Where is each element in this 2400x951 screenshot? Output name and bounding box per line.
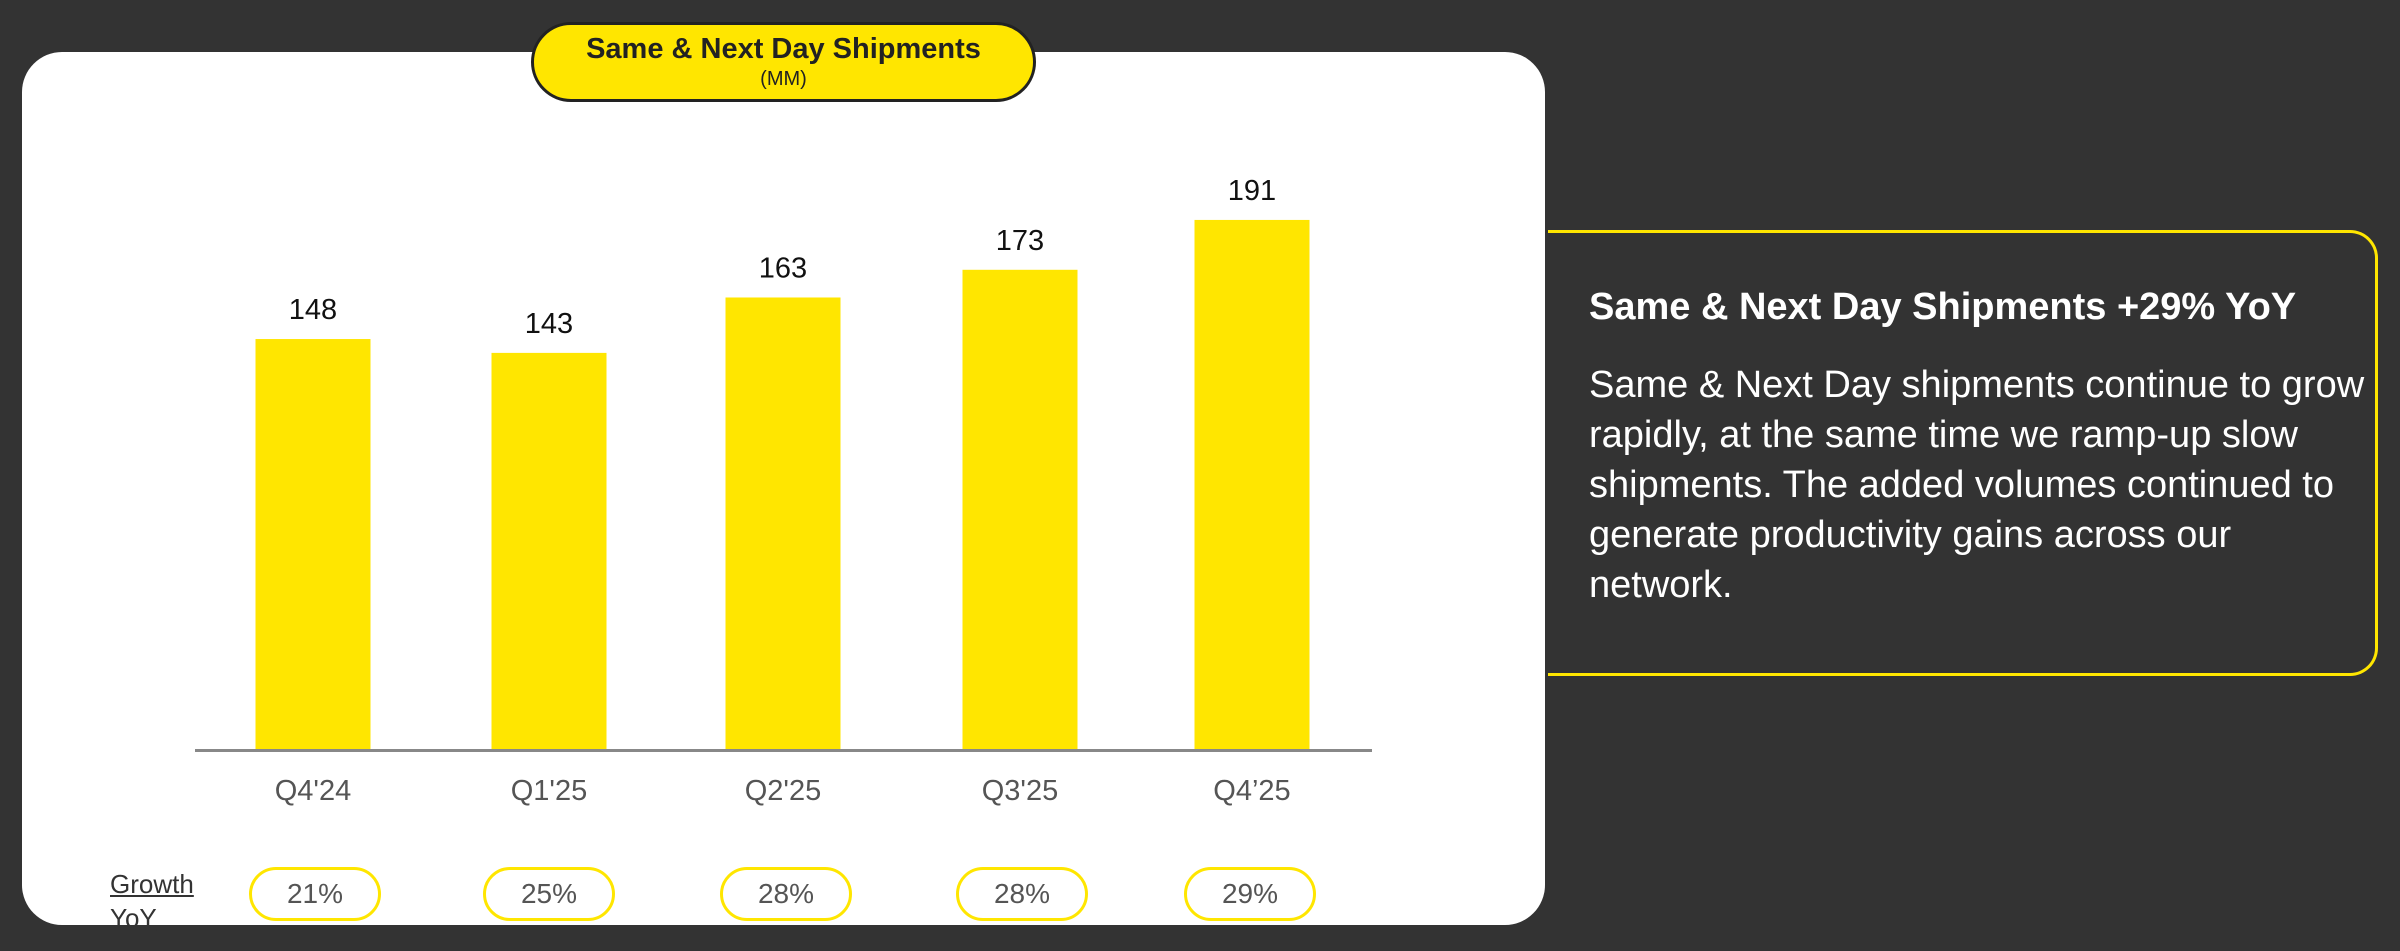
growth-label-line-1: Growth [110, 869, 194, 899]
chart-card: 148 Q4'24 143 Q1'25 163 Q2'25 173 Q3'25 191 Q4’25… [22, 52, 1545, 933]
bar [725, 297, 841, 749]
x-tick-label: Q4'24 [275, 775, 351, 807]
summary-body: Same & Next Day shipments continue to gr… [1589, 364, 2365, 606]
summary-panel [1548, 230, 2378, 676]
growth-pill: 29% [1184, 867, 1316, 921]
bar [962, 269, 1078, 749]
x-tick-label: Q1'25 [511, 775, 587, 807]
chart-unit: (MM) [760, 68, 807, 90]
data-label: 191 [1228, 175, 1276, 207]
data-label: 143 [525, 308, 573, 340]
data-label: 148 [289, 294, 337, 326]
growth-pill: 25% [483, 867, 615, 921]
chart-title: Same & Next Day Shipments [586, 33, 981, 65]
growth-pill: 28% [720, 867, 852, 921]
x-tick-label: Q4’25 [1213, 775, 1290, 807]
growth-pill: 21% [249, 867, 381, 921]
growth-pill: 28% [956, 867, 1088, 921]
growth-yoy-label: Growth YoY [110, 867, 194, 935]
bar [1194, 219, 1310, 749]
x-tick-label: Q3'25 [982, 775, 1058, 807]
summary-title: Same & Next Day Shipments +29% YoY [1589, 286, 2297, 328]
chart-title-pill: Same & Next Day Shipments (MM) [531, 22, 1036, 102]
growth-label-line-2: YoY [110, 903, 157, 933]
bar [491, 352, 607, 749]
bar-chart: 148 Q4'24 143 Q1'25 163 Q2'25 173 Q3'25 191 Q4’25 [195, 175, 1372, 807]
data-label: 163 [759, 252, 807, 284]
data-label: 173 [996, 225, 1044, 257]
x-tick-label: Q2'25 [745, 775, 821, 807]
bar [255, 339, 371, 749]
